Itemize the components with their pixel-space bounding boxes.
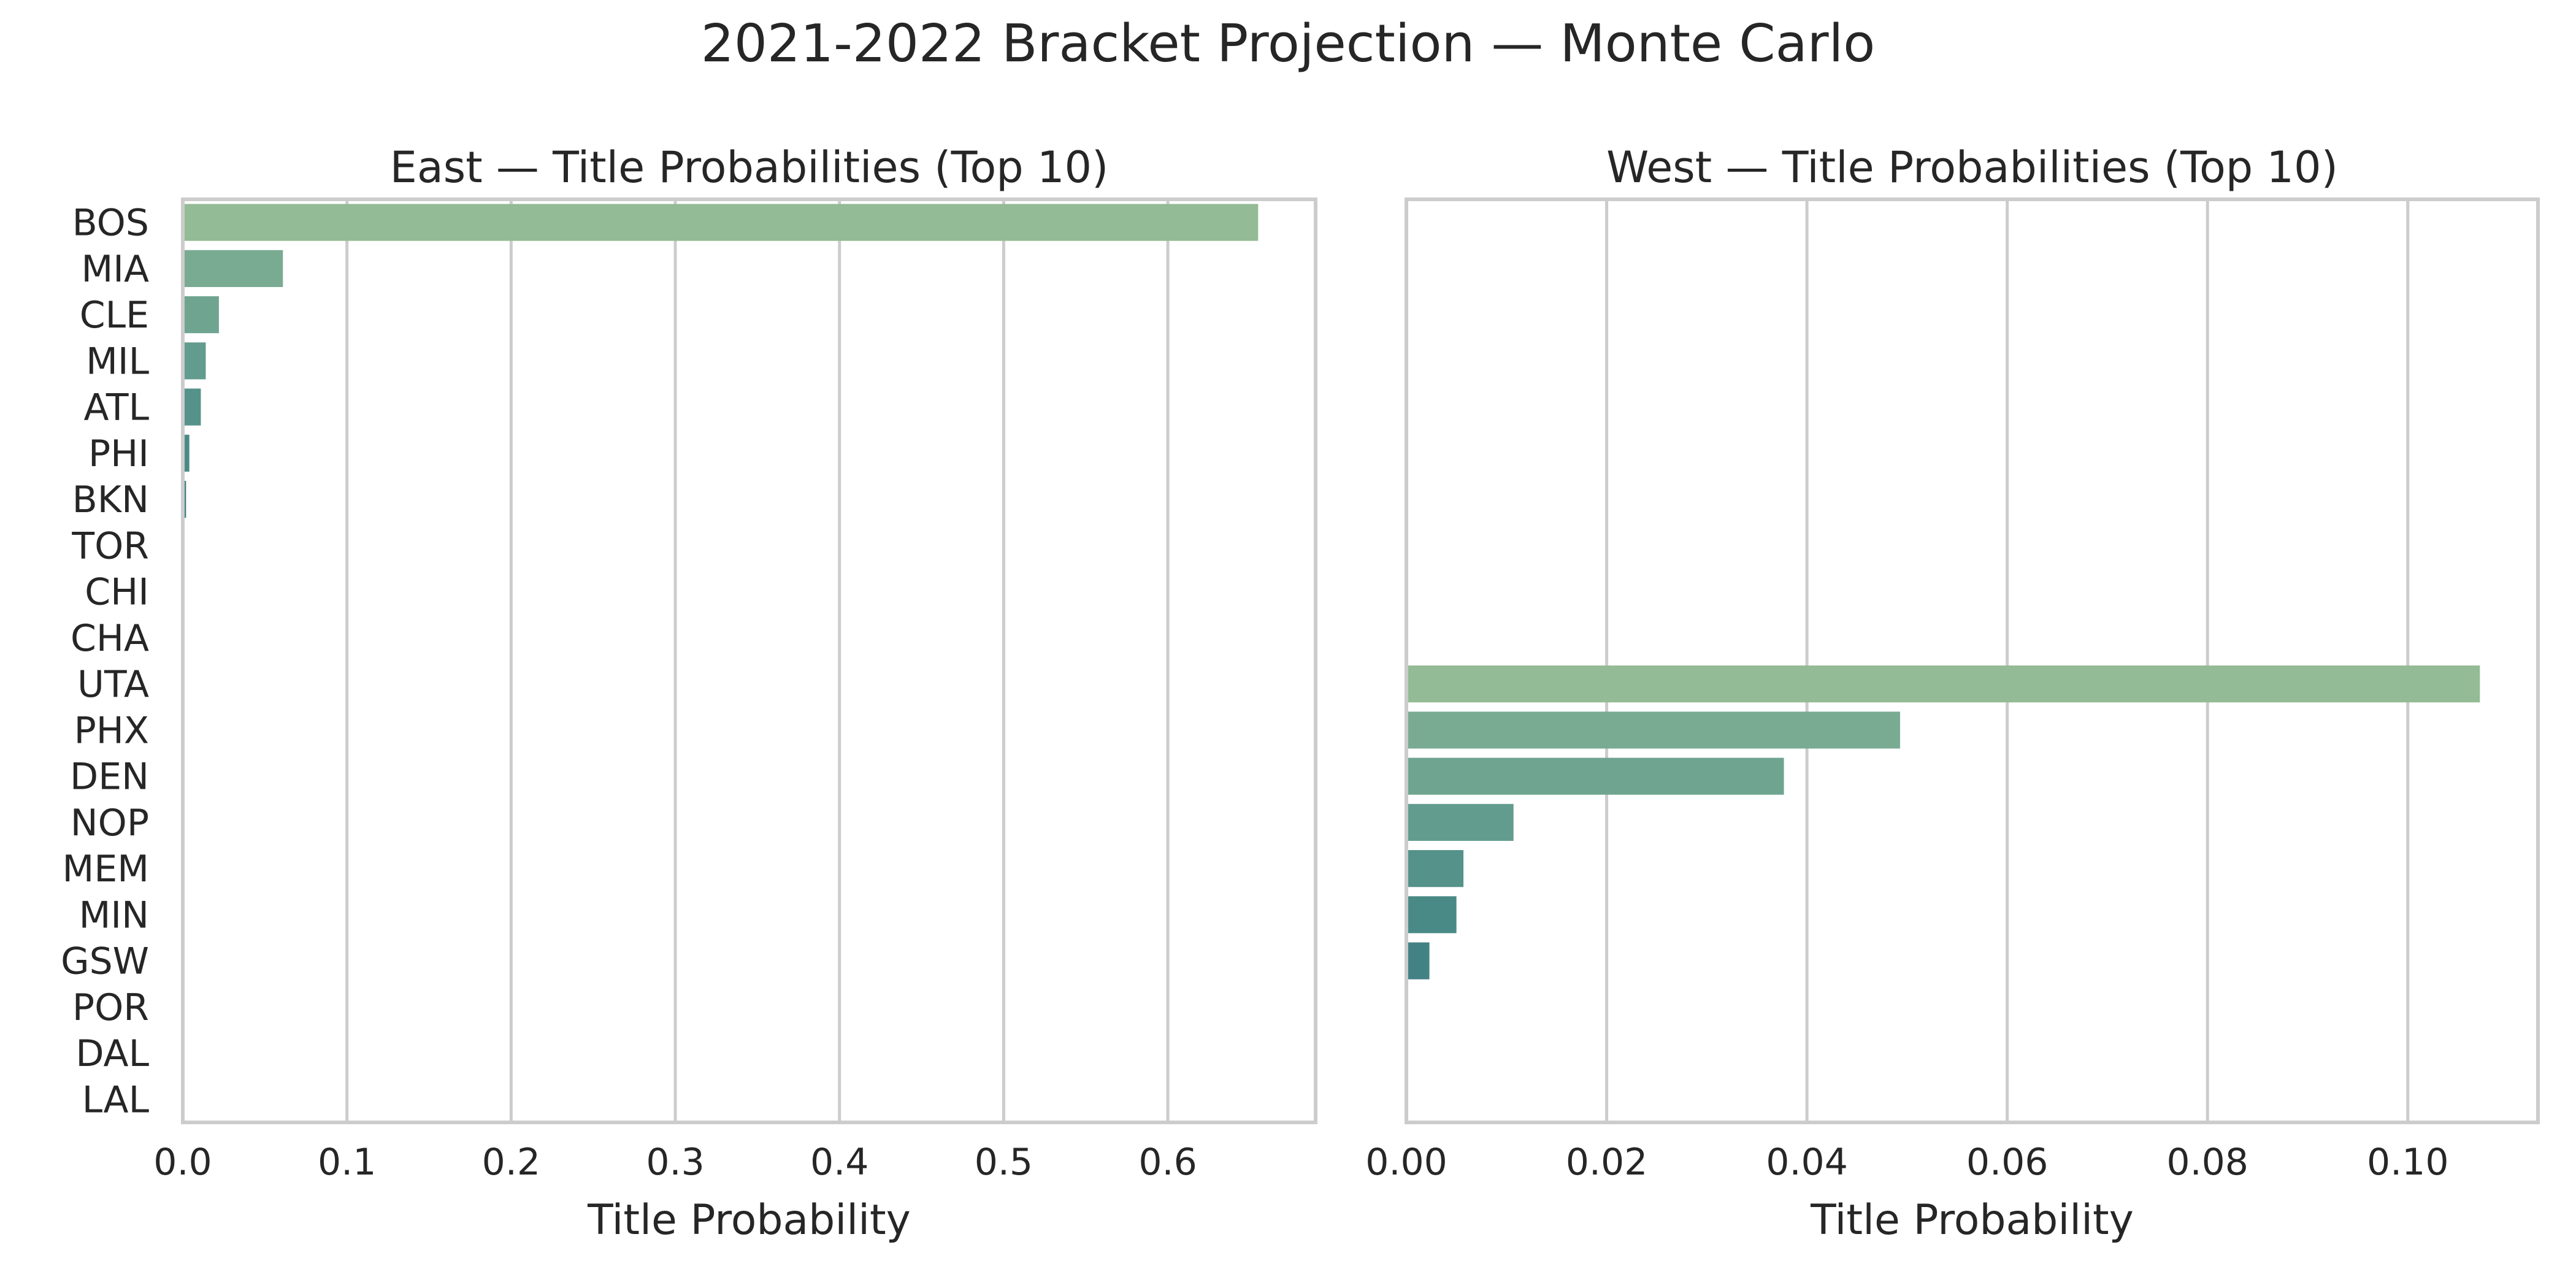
west-x-tick-label: 0.02 [1566, 1141, 1648, 1184]
y-tick-label-bkn: BKN [72, 478, 149, 521]
east-plot-area [183, 199, 1316, 1122]
west-bar-den [1406, 757, 1784, 795]
west-bar-nop [1406, 803, 1514, 841]
west-x-tick-label: 0.00 [1365, 1141, 1447, 1184]
west-bar-gsw [1406, 942, 1430, 979]
y-tick-label-uta: UTA [77, 663, 149, 706]
east-x-tick-label: 0.2 [482, 1141, 540, 1184]
east-x-tick-label: 0.3 [646, 1141, 704, 1184]
y-tick-label-phi: PHI [88, 432, 149, 475]
west-bar-phx [1406, 711, 1900, 749]
y-tick-label-por: POR [72, 986, 149, 1029]
east-axes-frame [181, 197, 1317, 1124]
y-tick-label-den: DEN [70, 756, 149, 799]
y-tick-label-mia: MIA [81, 248, 149, 291]
east-panel-title: East — Title Probabilities (Top 10) [390, 142, 1109, 193]
y-tick-label-cha: CHA [71, 617, 149, 660]
west-x-tick-label: 0.10 [2367, 1141, 2449, 1184]
y-tick-label-tor: TOR [71, 524, 149, 567]
east-x-tick-label: 0.1 [318, 1141, 376, 1184]
y-tick-label-nop: NOP [71, 802, 149, 845]
east-x-axis-label: Title Probability [587, 1196, 911, 1244]
y-tick-label-mil: MIL [86, 340, 149, 383]
east-bar-phi [183, 434, 190, 472]
y-tick-label-cle: CLE [80, 294, 149, 337]
y-tick-label-bos: BOS [72, 202, 149, 245]
west-bar-uta [1406, 665, 2480, 703]
east-bar-cle [183, 296, 219, 334]
east-bar-atl [183, 388, 201, 426]
y-tick-label-dal: DAL [75, 1032, 149, 1075]
west-axes-frame [1405, 197, 2540, 1124]
y-tick-label-mem: MEM [63, 848, 149, 891]
west-x-tick-label: 0.08 [2166, 1141, 2248, 1184]
west-x-tick-label: 0.06 [1966, 1141, 2049, 1184]
y-tick-label-gsw: GSW [61, 940, 149, 983]
west-panel: 0.00 0.02 0.04 0.06 0.08 0.10 Title Probabilit… [1365, 142, 2540, 1244]
y-tick-label-min: MIN [79, 894, 149, 937]
west-x-tick-label: 0.04 [1766, 1141, 1848, 1184]
west-bar-mem [1406, 850, 1464, 887]
east-bar-mil [183, 342, 206, 380]
y-tick-label-atl: ATL [84, 386, 150, 429]
east-panel: 0.0 0.1 0.2 0.3 0.4 0.5 0.6 Title Probability Ea… [61, 142, 1317, 1244]
figure-title: 2021-2022 Bracket Projection — Monte Car… [701, 13, 1875, 74]
east-x-tick-label: 0.4 [810, 1141, 868, 1184]
y-tick-label-lal: LAL [82, 1078, 150, 1121]
east-x-tick-label: 0.0 [153, 1141, 212, 1184]
east-bar-bos [183, 204, 1259, 241]
east-bar-mia [183, 250, 283, 287]
west-panel-title: West — Title Probabilities (Top 10) [1606, 142, 2338, 193]
west-bar-min [1406, 896, 1457, 933]
y-tick-label-chi: CHI [85, 571, 149, 614]
y-tick-label-phx: PHX [74, 709, 149, 752]
west-x-axis-label: Title Probability [1810, 1196, 2134, 1244]
east-x-tick-label: 0.5 [975, 1141, 1033, 1184]
west-plot-area [1406, 199, 2538, 1122]
east-x-tick-label: 0.6 [1138, 1141, 1197, 1184]
